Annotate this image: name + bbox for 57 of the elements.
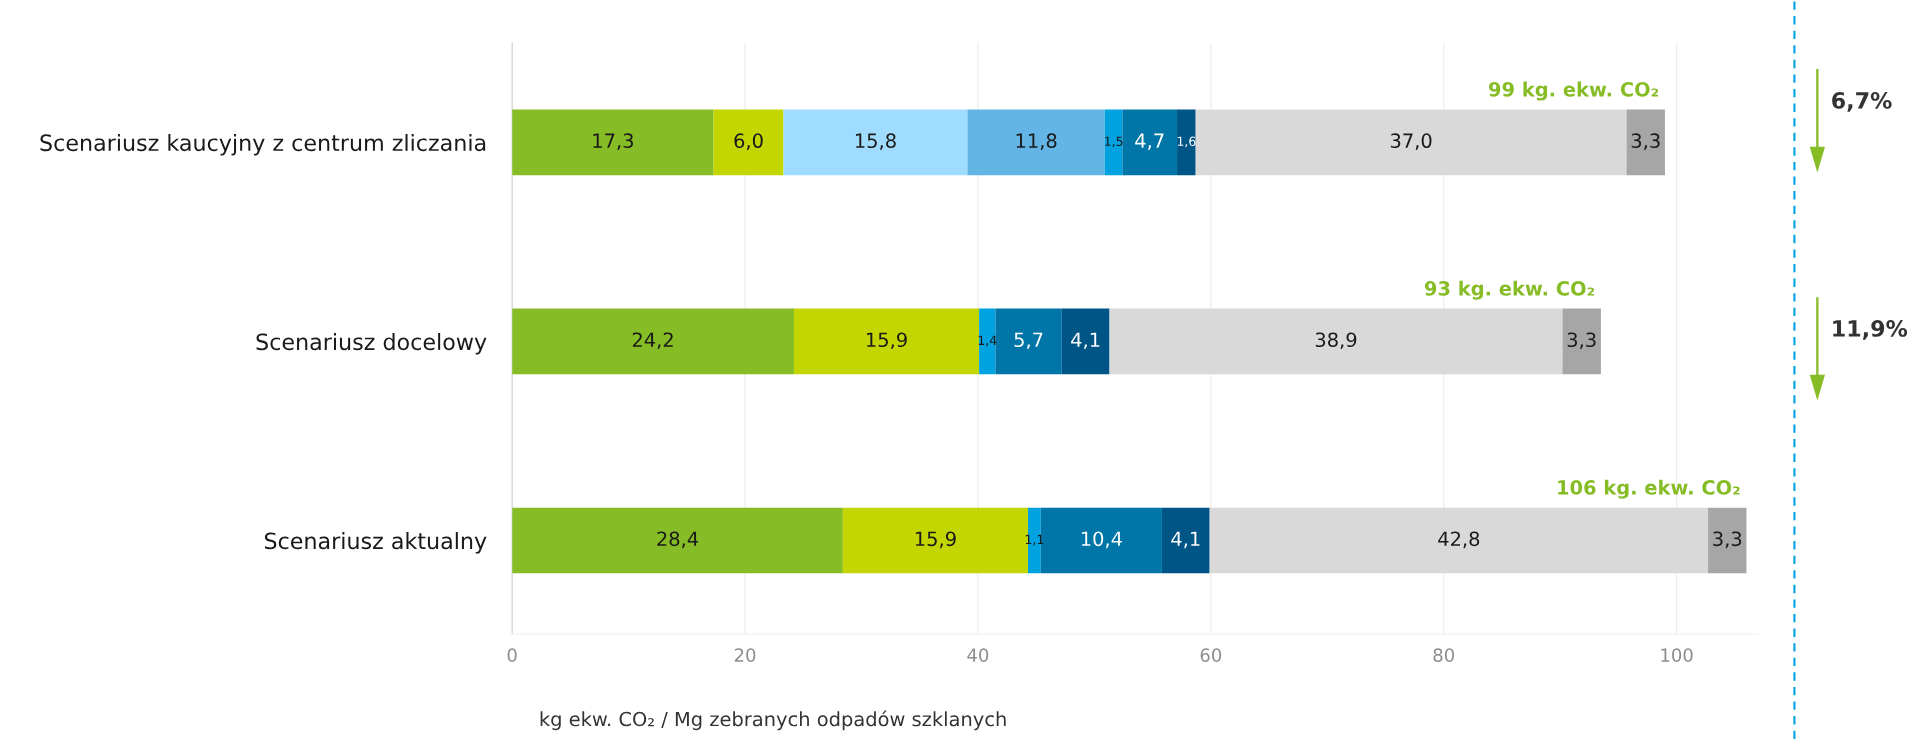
bar bbox=[512, 507, 843, 574]
data-label: 1,6 bbox=[1177, 136, 1196, 148]
x-tick-label: 40 bbox=[967, 648, 989, 662]
bar bbox=[967, 109, 1105, 176]
bar bbox=[1109, 308, 1563, 375]
data-label: 38,9 bbox=[1315, 332, 1357, 350]
data-label: 37,0 bbox=[1390, 133, 1432, 151]
data-label: 4,7 bbox=[1135, 133, 1164, 151]
bar bbox=[1122, 109, 1178, 176]
data-label: 3,3 bbox=[1631, 133, 1660, 151]
x-axis-title: kg ekw. CO₂ / Mg zebranych odpadów szklanych bbox=[540, 710, 1006, 731]
data-label: 4,1 bbox=[1171, 531, 1200, 549]
data-label: 17,3 bbox=[593, 133, 633, 151]
bar bbox=[793, 308, 980, 375]
bar bbox=[1708, 507, 1747, 574]
data-label: 11,8 bbox=[1016, 133, 1057, 151]
data-label: 5,7 bbox=[1014, 332, 1043, 350]
bar bbox=[1209, 507, 1709, 574]
data-label: 15,9 bbox=[915, 531, 956, 549]
data-label: 6,0 bbox=[734, 133, 763, 151]
bar bbox=[713, 109, 784, 176]
data-label: 15,8 bbox=[855, 133, 896, 151]
total-label: 106 kg. ekw. CO₂ bbox=[1558, 479, 1740, 499]
x-tick-label: 100 bbox=[1661, 648, 1693, 662]
bar bbox=[1177, 109, 1196, 176]
text: 11,9% bbox=[1833, 320, 1908, 340]
y-tick-label: Scenariusz aktualny bbox=[264, 532, 487, 554]
bar bbox=[1161, 507, 1210, 574]
bar bbox=[1061, 308, 1110, 375]
y-tick-label: Scenariusz docelowy bbox=[256, 333, 487, 355]
data-label: 10,4 bbox=[1081, 531, 1122, 549]
total-label: 93 kg. ekw. CO₂ bbox=[1424, 280, 1595, 300]
data-label: 1,5 bbox=[1105, 136, 1123, 148]
text: 6,7% bbox=[1832, 91, 1892, 112]
x-tick-label: 60 bbox=[1200, 648, 1222, 662]
x-tick-label: 0 bbox=[507, 648, 517, 662]
bar bbox=[979, 308, 996, 375]
bar bbox=[1562, 308, 1601, 375]
bar bbox=[1195, 109, 1627, 176]
data-label: 28,4 bbox=[657, 531, 699, 549]
bar bbox=[842, 507, 1028, 574]
data-label: 42,8 bbox=[1438, 531, 1480, 549]
bar bbox=[1626, 109, 1665, 176]
bar bbox=[512, 308, 794, 375]
data-label: 24,2 bbox=[632, 332, 673, 350]
data-label: 15,9 bbox=[867, 332, 907, 350]
total-label: 99 kg. ekw. CO₂ bbox=[1489, 81, 1659, 101]
data-label: 3,3 bbox=[1713, 531, 1742, 549]
bar bbox=[512, 109, 714, 176]
data-label: 4,1 bbox=[1071, 332, 1100, 350]
bar bbox=[1104, 109, 1123, 176]
data-label: 3,3 bbox=[1567, 332, 1596, 350]
x-tick-label: 20 bbox=[734, 648, 756, 662]
bar bbox=[995, 308, 1062, 375]
x-tick-label: 80 bbox=[1433, 648, 1454, 662]
bar bbox=[783, 109, 968, 176]
y-tick-label: Scenariusz kaucyjny z centrum zliczania bbox=[40, 133, 486, 156]
